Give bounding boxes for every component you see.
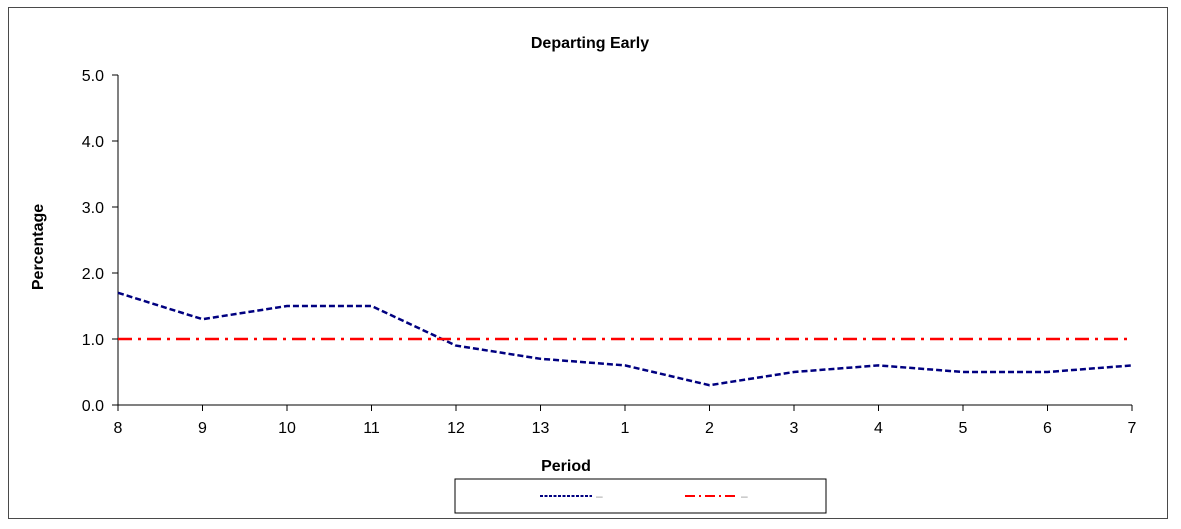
- legend: – –: [454, 478, 827, 514]
- x-tick-label: 3: [790, 420, 799, 437]
- chart-area: [8, 7, 1168, 519]
- legend-box: [454, 478, 827, 514]
- legend-label-2: –: [741, 489, 748, 503]
- x-tick-label: 4: [874, 420, 883, 437]
- axes: [117, 75, 1132, 406]
- series-line-1: [117, 291, 1133, 387]
- x-tick-label: 11: [363, 420, 380, 437]
- y-tick-label: 5.0: [82, 68, 104, 85]
- x-tick-label: 1: [621, 420, 630, 437]
- x-axis-label: Period: [541, 458, 591, 475]
- x-tick-label: 10: [278, 420, 296, 437]
- x-tick-label: 2: [705, 420, 714, 437]
- x-tick-label: 7: [1128, 420, 1137, 437]
- x-tick-label: 5: [959, 420, 968, 437]
- chart-title: Departing Early: [531, 35, 649, 52]
- y-tick-label: 1.0: [82, 332, 104, 349]
- y-axis-label: Percentage: [30, 204, 47, 290]
- y-tick-label: 4.0: [82, 134, 104, 151]
- y-tick-label: 0.0: [82, 398, 104, 415]
- x-ticks: 8 9 10 11 12 13 1 2 3 4 5 6 7: [114, 405, 1137, 437]
- legend-label-1: –: [596, 489, 603, 503]
- x-tick-label: 6: [1043, 420, 1052, 437]
- series-layer: [117, 291, 1133, 387]
- x-tick-label: 12: [447, 420, 465, 437]
- y-tick-label: 3.0: [82, 200, 104, 217]
- x-tick-label: 13: [532, 420, 550, 437]
- x-tick-label: 9: [198, 420, 207, 437]
- y-ticks: 0.0 1.0 2.0 3.0 4.0 5.0: [82, 68, 118, 415]
- y-tick-label: 2.0: [82, 266, 104, 283]
- x-tick-label: 8: [114, 420, 123, 437]
